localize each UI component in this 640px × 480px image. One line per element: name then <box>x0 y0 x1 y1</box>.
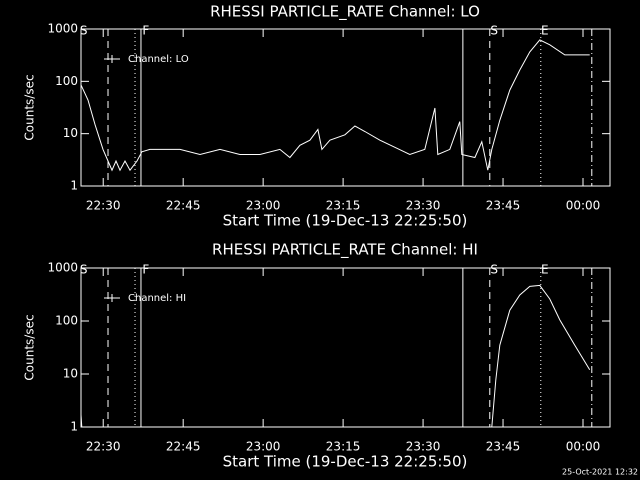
x-axis-label: Start Time (19-Dec-13 22:25:50) <box>223 453 468 471</box>
chart-title: RHESSI PARTICLE_RATE Channel: LO <box>210 3 480 22</box>
plot-frame <box>80 267 611 428</box>
series-line <box>81 39 590 172</box>
legend-label: Channel: LO <box>128 54 189 65</box>
x-tick-label: 22:30 <box>86 440 121 454</box>
x-tick-label: 22:45 <box>166 199 201 213</box>
x-tick-label: 22:45 <box>166 440 201 454</box>
y-axis-label: Counts/sec <box>23 314 37 380</box>
event-label: S <box>80 263 88 277</box>
chart-title: RHESSI PARTICLE_RATE Channel: HI <box>212 241 478 260</box>
series-line <box>81 284 591 427</box>
x-tick-label: 23:00 <box>246 440 281 454</box>
x-tick-label: 23:45 <box>486 440 521 454</box>
x-tick-label: 00:00 <box>566 440 601 454</box>
x-tick-label: 22:30 <box>86 199 121 213</box>
event-label: E <box>541 263 549 277</box>
y-tick-label: 1000 <box>47 22 78 36</box>
y-tick-label: 100 <box>55 314 78 328</box>
x-tick-label: 23:30 <box>406 199 441 213</box>
y-tick-label: 1 <box>70 420 78 434</box>
plot-frame <box>80 28 611 187</box>
y-tick-label: 10 <box>63 367 78 381</box>
event-label: F <box>142 263 149 277</box>
x-tick-label: 23:15 <box>326 199 361 213</box>
y-tick-label: 10 <box>63 126 78 140</box>
event-label: E <box>541 24 549 38</box>
x-tick-label: 23:30 <box>406 440 441 454</box>
event-label: S <box>80 24 88 38</box>
y-tick-label: 100 <box>55 74 78 88</box>
event-label: F <box>142 24 149 38</box>
y-tick-label: 1000 <box>47 261 78 275</box>
y-tick-label: 1 <box>70 179 78 193</box>
event-label: S <box>490 24 498 38</box>
legend-label: Channel: HI <box>128 293 186 304</box>
x-tick-label: 00:00 <box>566 199 601 213</box>
x-tick-label: 23:15 <box>326 440 361 454</box>
x-tick-label: 23:45 <box>486 199 521 213</box>
event-label: S <box>490 263 498 277</box>
y-axis-label: Counts/sec <box>23 74 37 140</box>
footer: 25-Oct-2021 12:32 <box>562 468 638 477</box>
x-tick-label: 23:00 <box>246 199 281 213</box>
x-axis-label: Start Time (19-Dec-13 22:25:50) <box>223 212 468 230</box>
